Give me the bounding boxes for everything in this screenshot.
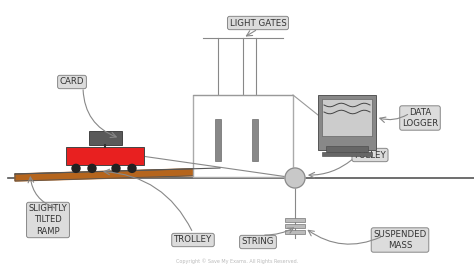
Circle shape: [128, 164, 136, 172]
Text: SUSPENDED
MASS: SUSPENDED MASS: [374, 230, 427, 250]
Text: SLIGHTLY
TILTED
RAMP: SLIGHTLY TILTED RAMP: [28, 205, 67, 235]
Circle shape: [72, 164, 80, 172]
Text: STRING: STRING: [242, 238, 274, 246]
FancyBboxPatch shape: [322, 152, 372, 156]
Text: Copyright © Save My Exams. All Rights Reserved.: Copyright © Save My Exams. All Rights Re…: [176, 258, 298, 264]
FancyBboxPatch shape: [89, 131, 122, 145]
Text: B: B: [246, 108, 250, 114]
Text: CARD: CARD: [60, 77, 84, 87]
FancyBboxPatch shape: [285, 230, 305, 234]
FancyBboxPatch shape: [322, 99, 372, 136]
Text: LIGHT GATES: LIGHT GATES: [229, 18, 286, 28]
Text: DATA
LOGGER: DATA LOGGER: [402, 108, 438, 128]
Text: PULLEY: PULLEY: [354, 151, 386, 159]
FancyBboxPatch shape: [66, 147, 144, 165]
Polygon shape: [15, 168, 220, 181]
Text: A: A: [209, 108, 213, 114]
FancyBboxPatch shape: [193, 95, 293, 177]
Circle shape: [285, 168, 305, 188]
FancyBboxPatch shape: [252, 119, 258, 161]
FancyBboxPatch shape: [318, 95, 376, 150]
Circle shape: [88, 164, 96, 172]
Text: TROLLEY: TROLLEY: [174, 235, 212, 245]
FancyBboxPatch shape: [285, 218, 305, 222]
FancyBboxPatch shape: [215, 119, 221, 161]
Circle shape: [112, 164, 120, 172]
FancyBboxPatch shape: [326, 146, 368, 152]
FancyBboxPatch shape: [285, 224, 305, 228]
